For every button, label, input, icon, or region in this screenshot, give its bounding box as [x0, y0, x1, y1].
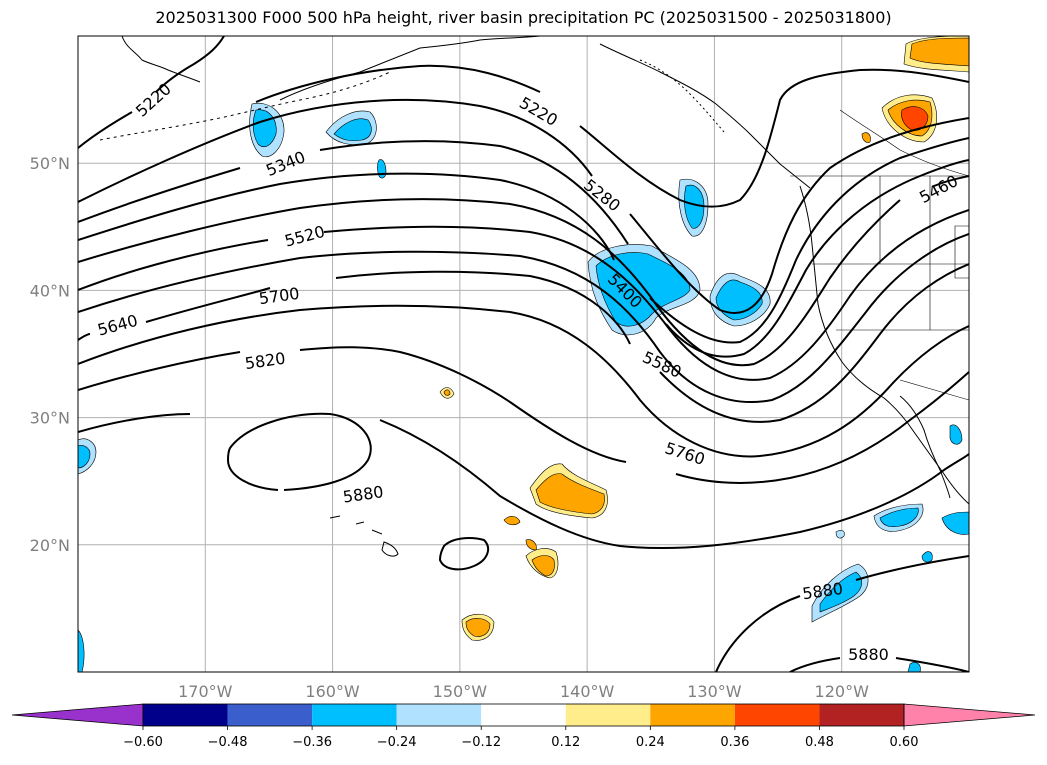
colorbar-outline: [142, 703, 905, 727]
contour-5640: [78, 333, 91, 341]
precip-blob: [443, 389, 451, 396]
colorbar-extend-high: [903, 703, 1036, 727]
contour-5340: [78, 137, 969, 344]
colorbar-label: −0.12: [461, 735, 501, 750]
precip-blob: [684, 184, 705, 229]
precip-blob: [819, 571, 863, 613]
colorbar-segment: [565, 704, 651, 726]
precip-blob: [861, 132, 871, 143]
colorbar-label: 0.36: [720, 735, 749, 750]
colorbar-segment: [734, 704, 820, 726]
colorbar-segment: [650, 704, 735, 726]
precip-shading: [78, 36, 969, 672]
colorbar: −0.60 −0.48 −0.36 −0.24 −0.12 0.12 0.24 0.36 0.4…: [11, 703, 1036, 750]
colorbar-segment: [819, 704, 904, 726]
contour-5880-main: [78, 413, 969, 550]
contour-5520: [78, 209, 969, 381]
contour-5220-west: [78, 111, 133, 149]
precip-blob: [921, 551, 933, 563]
precip-blob: [525, 539, 537, 551]
precip-blob: [78, 629, 85, 672]
alaska-coast: [279, 36, 541, 101]
colorbar-label: 0.60: [890, 735, 919, 750]
precip-blob: [835, 530, 845, 539]
contour-5220-west: [155, 36, 225, 93]
alaska-panhandle: [599, 43, 811, 189]
map-title: 2025031300 F000 500 hPa height, river ba…: [155, 8, 892, 27]
contour-5880-ring: [226, 412, 372, 491]
precip-blob: [715, 279, 763, 321]
lat-tick-label: 50°N: [30, 154, 70, 173]
precip-blob: [941, 511, 969, 535]
contour-5640-5700: [145, 263, 969, 423]
colorbar-label: −0.60: [123, 735, 163, 750]
colorbar-segment: [227, 704, 313, 726]
contour-5820: [78, 346, 969, 484]
latitude-labels: 20°N 30°N 40°N 50°N: [30, 154, 70, 555]
precip-blob: [949, 424, 963, 445]
precip-blob: [503, 516, 521, 526]
precip-blob: [879, 507, 919, 528]
lon-tick-label: 140°W: [560, 682, 615, 701]
contour-5880-south: [715, 555, 969, 672]
lon-tick-label: 120°W: [815, 682, 870, 701]
graticule: [78, 36, 969, 672]
contour-5280: [78, 98, 969, 314]
precip-blob: [78, 445, 91, 469]
bc-coast-islands: [639, 59, 725, 133]
lat-tick-label: 30°N: [30, 409, 70, 428]
colorbar-label: −0.36: [292, 735, 332, 750]
colorbar-segment: [143, 704, 228, 726]
contour-5880-south2: [789, 657, 969, 672]
contour-5220: [255, 64, 969, 208]
colorbar-label: −0.48: [208, 735, 248, 750]
colorbar-segment: [481, 704, 566, 726]
height-contours: [78, 36, 969, 672]
alaska-coast: [121, 36, 201, 83]
map-frame: [77, 35, 970, 673]
precip-blob: [333, 118, 372, 142]
colorbar-label: −0.24: [377, 735, 417, 750]
precip-blob: [531, 555, 555, 577]
contour-5580: [78, 233, 969, 403]
colorbar-label: 0.24: [636, 735, 665, 750]
contour-5880-small: [438, 537, 490, 571]
colorbar-label: 0.48: [805, 735, 834, 750]
precip-blob: [465, 618, 491, 637]
precip-blob: [535, 473, 605, 515]
lon-tick-label: 130°W: [687, 682, 742, 701]
colorbar-extend-low: [11, 703, 144, 727]
baja-california: [899, 395, 951, 499]
colorbar-segment: [396, 704, 482, 726]
contour-5760: [78, 304, 969, 458]
lon-tick-label: 150°W: [433, 682, 488, 701]
precip-blob: [907, 662, 921, 672]
contour-5460: [78, 175, 969, 367]
precip-blob: [909, 37, 969, 67]
colorbar-segment: [312, 704, 397, 726]
contour-5400: [78, 159, 969, 358]
lat-tick-label: 40°N: [30, 281, 70, 300]
lon-tick-label: 170°W: [178, 682, 233, 701]
lon-tick-label: 160°W: [305, 682, 360, 701]
colorbar-label: 0.12: [551, 735, 580, 750]
longitude-labels: 170°W 160°W 150°W 140°W 130°W 120°W: [178, 682, 869, 701]
hawaii-islands: [329, 515, 399, 557]
us-west-coast: [799, 185, 969, 505]
canada-border: [839, 109, 969, 177]
contour-label: 5880: [848, 645, 889, 664]
precip-blob: [595, 252, 691, 327]
lat-tick-label: 20°N: [30, 536, 70, 555]
